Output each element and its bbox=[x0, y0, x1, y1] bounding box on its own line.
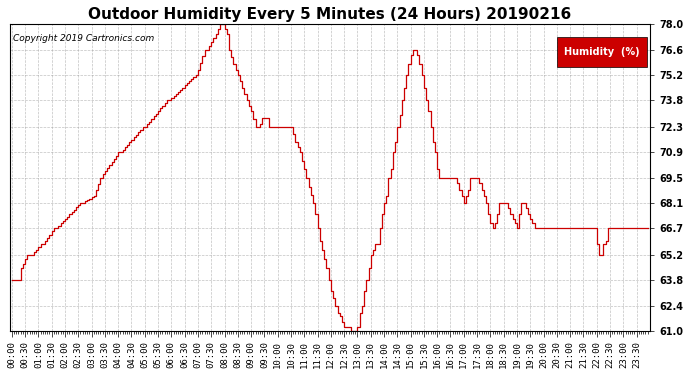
FancyBboxPatch shape bbox=[557, 37, 647, 68]
Text: Copyright 2019 Cartronics.com: Copyright 2019 Cartronics.com bbox=[13, 34, 154, 43]
Title: Outdoor Humidity Every 5 Minutes (24 Hours) 20190216: Outdoor Humidity Every 5 Minutes (24 Hou… bbox=[88, 7, 571, 22]
Text: Humidity  (%): Humidity (%) bbox=[564, 47, 640, 57]
